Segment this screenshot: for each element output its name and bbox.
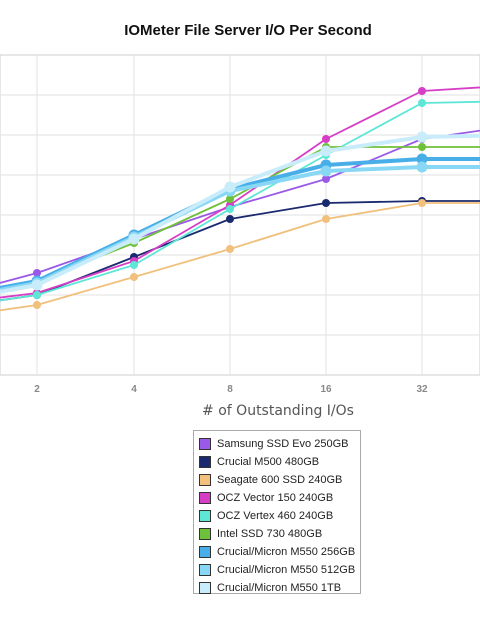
legend-swatch xyxy=(199,438,211,450)
x-tick-label: 32 xyxy=(416,384,428,395)
legend-label: Intel SSD 730 480GB xyxy=(217,528,323,540)
x-tick-label: 8 xyxy=(227,384,233,395)
data-point xyxy=(416,153,428,165)
data-point xyxy=(320,145,332,157)
legend-swatch xyxy=(199,474,211,486)
legend-swatch xyxy=(199,582,211,594)
legend-item[interactable]: Seagate 600 SSD 240GB xyxy=(199,471,342,489)
data-point xyxy=(226,245,234,253)
legend-item[interactable]: OCZ Vector 150 240GB xyxy=(199,489,333,507)
legend: Samsung SSD Evo 250GB Crucial M500 480GB S… xyxy=(193,430,361,594)
legend-swatch xyxy=(199,564,211,576)
data-point xyxy=(322,135,330,143)
x-tick-label: 2 xyxy=(34,384,40,395)
data-point xyxy=(322,215,330,223)
legend-label: OCZ Vertex 460 240GB xyxy=(217,510,334,522)
legend-label: Crucial M500 480GB xyxy=(217,456,320,468)
legend-item[interactable]: Crucial/Micron M550 512GB xyxy=(199,561,355,579)
legend-item[interactable]: Samsung SSD Evo 250GB xyxy=(199,435,348,453)
chart-title: IOMeter File Server I/O Per Second xyxy=(124,22,372,39)
data-point xyxy=(418,143,426,151)
data-point xyxy=(418,87,426,95)
legend-item[interactable]: Crucial/Micron M550 256GB xyxy=(199,543,355,561)
grid-lines xyxy=(0,55,480,375)
legend-label: Crucial/Micron M550 256GB xyxy=(217,546,356,558)
data-point xyxy=(418,99,426,107)
x-tick-labels: 2 4 8 16 32 xyxy=(34,384,428,395)
data-point xyxy=(322,175,330,183)
legend-item[interactable]: Crucial M500 480GB xyxy=(199,453,319,471)
data-point xyxy=(128,233,140,245)
x-axis-label: # of Outstanding I/Os xyxy=(202,403,354,419)
data-point xyxy=(416,161,428,173)
data-point xyxy=(226,205,234,213)
legend-swatch xyxy=(199,492,211,504)
legend-swatch xyxy=(199,528,211,540)
data-point xyxy=(226,215,234,223)
data-point xyxy=(33,269,41,277)
legend-item[interactable]: Crucial/Micron M550 1TB xyxy=(199,579,341,597)
data-point xyxy=(320,165,332,177)
legend-item[interactable]: OCZ Vertex 460 240GB xyxy=(199,507,333,525)
data-point xyxy=(130,273,138,281)
data-point xyxy=(322,199,330,207)
x-tick-label: 16 xyxy=(320,384,332,395)
data-point xyxy=(33,291,41,299)
data-point xyxy=(224,181,236,193)
legend-swatch xyxy=(199,546,211,558)
data-point xyxy=(31,279,43,291)
series-group xyxy=(0,86,480,312)
legend-label: Crucial/Micron M550 512GB xyxy=(217,564,356,576)
legend-swatch xyxy=(199,456,211,468)
data-point xyxy=(226,195,234,203)
x-tick-label: 4 xyxy=(131,384,137,395)
legend-label: Crucial/Micron M550 1TB xyxy=(217,582,342,594)
data-point xyxy=(416,131,428,143)
legend-swatch xyxy=(199,510,211,522)
data-point xyxy=(130,261,138,269)
legend-item[interactable]: Intel SSD 730 480GB xyxy=(199,525,322,543)
legend-label: Samsung SSD Evo 250GB xyxy=(217,438,349,450)
data-point xyxy=(33,301,41,309)
data-point xyxy=(418,199,426,207)
legend-label: OCZ Vector 150 240GB xyxy=(217,492,334,504)
legend-label: Seagate 600 SSD 240GB xyxy=(217,474,343,486)
